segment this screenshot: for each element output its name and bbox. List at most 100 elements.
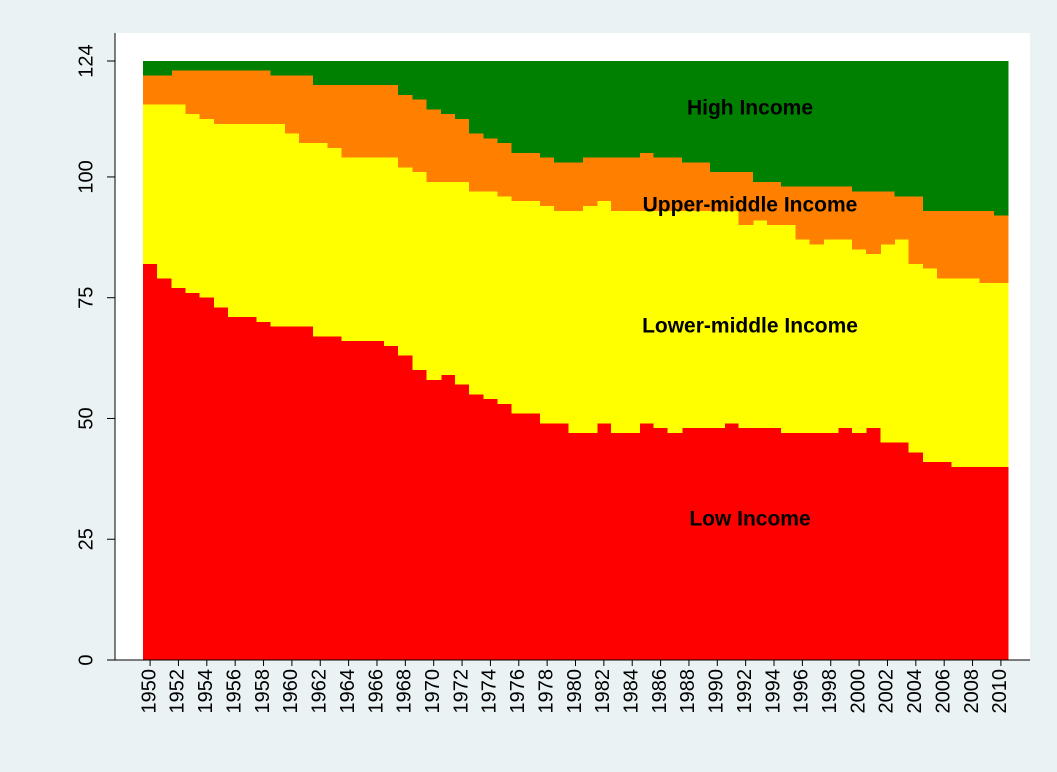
bar-segment	[781, 61, 796, 187]
bar-segment	[937, 461, 952, 660]
bar-segment	[653, 428, 669, 660]
bar-segment	[341, 85, 357, 158]
bar-segment	[880, 61, 896, 192]
x-tick-label: 1962	[309, 669, 331, 714]
bar-segment	[454, 384, 470, 660]
bar-segment	[681, 61, 697, 163]
y-tick-label: 124	[75, 44, 97, 77]
bar-segment	[185, 61, 201, 71]
bar-segment	[143, 104, 158, 264]
bar-segment	[384, 61, 399, 86]
bar-segment	[951, 61, 966, 211]
bar-segment	[908, 196, 924, 264]
bar-segment	[171, 70, 187, 105]
y-tick-label: 75	[75, 287, 97, 309]
bar-segment	[823, 432, 839, 660]
bar-segment	[270, 75, 286, 124]
bar-segment	[639, 152, 654, 211]
bar-segment	[752, 61, 768, 182]
bar-segment	[880, 244, 896, 443]
bar-segment	[866, 254, 881, 429]
bar-segment	[937, 61, 952, 211]
bar-segment	[540, 61, 555, 158]
bar-segment	[795, 239, 810, 433]
bar-segment	[738, 61, 754, 173]
x-tick-label: 2010	[989, 669, 1011, 714]
bar-segment	[965, 210, 981, 279]
x-tick-label: 2008	[961, 669, 983, 714]
bar-segment	[469, 191, 484, 395]
bar-segment	[355, 157, 371, 342]
bar-segment	[568, 210, 584, 433]
bar-segment	[852, 249, 867, 433]
bar-segment	[965, 278, 981, 467]
bar-segment	[710, 61, 725, 173]
bar-segment	[568, 61, 584, 163]
bar-segment	[696, 61, 711, 163]
bar-segment	[398, 355, 413, 660]
x-tick-label: 1964	[337, 669, 359, 714]
bar-segment	[724, 61, 740, 173]
bar-segment	[270, 123, 286, 327]
bar-segment	[979, 61, 995, 211]
bar-segment	[653, 210, 669, 429]
bar-segment	[384, 157, 399, 347]
x-tick-label: 1994	[762, 669, 784, 714]
x-tick-label: 1956	[223, 669, 245, 714]
series-label: Lower-middle Income	[642, 315, 858, 338]
bar-segment	[582, 157, 598, 206]
bar-segment	[625, 61, 640, 158]
bar-segment	[582, 205, 598, 433]
x-tick-label: 1972	[450, 669, 472, 714]
bar-segment	[440, 374, 456, 660]
bar-segment	[610, 432, 626, 660]
bar-segment	[412, 61, 428, 100]
bar-segment	[454, 181, 470, 385]
bar-segment	[993, 283, 1009, 467]
bar-segment	[327, 147, 343, 337]
bar-segment	[199, 61, 215, 71]
bar-segment	[497, 143, 513, 197]
bar-segment	[341, 157, 357, 342]
bar-segment	[667, 157, 683, 211]
bar-segment	[738, 225, 754, 429]
bar-segment	[469, 133, 484, 192]
bar-segment	[242, 123, 257, 318]
bar-segment	[228, 70, 243, 124]
bar-segment	[894, 196, 910, 240]
x-tick-label: 1998	[819, 669, 841, 714]
bar-segment	[298, 75, 314, 144]
bar-segment	[256, 61, 272, 71]
bar-segment	[625, 210, 640, 433]
bar-segment	[313, 143, 328, 337]
bar-segment	[157, 61, 172, 76]
bar-segment	[908, 263, 924, 453]
bar-segment	[483, 138, 499, 192]
bar-segment	[880, 442, 896, 660]
bar-segment	[979, 210, 995, 284]
bar-segment	[667, 210, 683, 433]
bar-segment	[710, 210, 725, 429]
bar-segment	[497, 403, 513, 660]
bar-segment	[213, 70, 229, 124]
bar-segment	[610, 210, 626, 433]
bar-segment	[554, 210, 569, 424]
bar-segment	[171, 61, 187, 71]
bar-segment	[781, 432, 796, 660]
bar-segment	[440, 114, 456, 182]
bar-segment	[313, 336, 328, 660]
bar-segment	[908, 61, 924, 197]
bar-segment	[355, 341, 371, 660]
bar-segment	[951, 466, 966, 660]
bar-segment	[710, 428, 725, 660]
bar-segment	[795, 186, 810, 240]
bar-segment	[667, 432, 683, 660]
bar-segment	[724, 210, 740, 424]
bar-segment	[922, 210, 938, 269]
bar-segment	[866, 428, 881, 660]
x-tick-label: 1966	[365, 669, 387, 714]
bar-segment	[937, 210, 952, 279]
bar-segment	[511, 152, 527, 202]
bar-segment	[228, 317, 243, 660]
bar-segment	[369, 61, 385, 86]
